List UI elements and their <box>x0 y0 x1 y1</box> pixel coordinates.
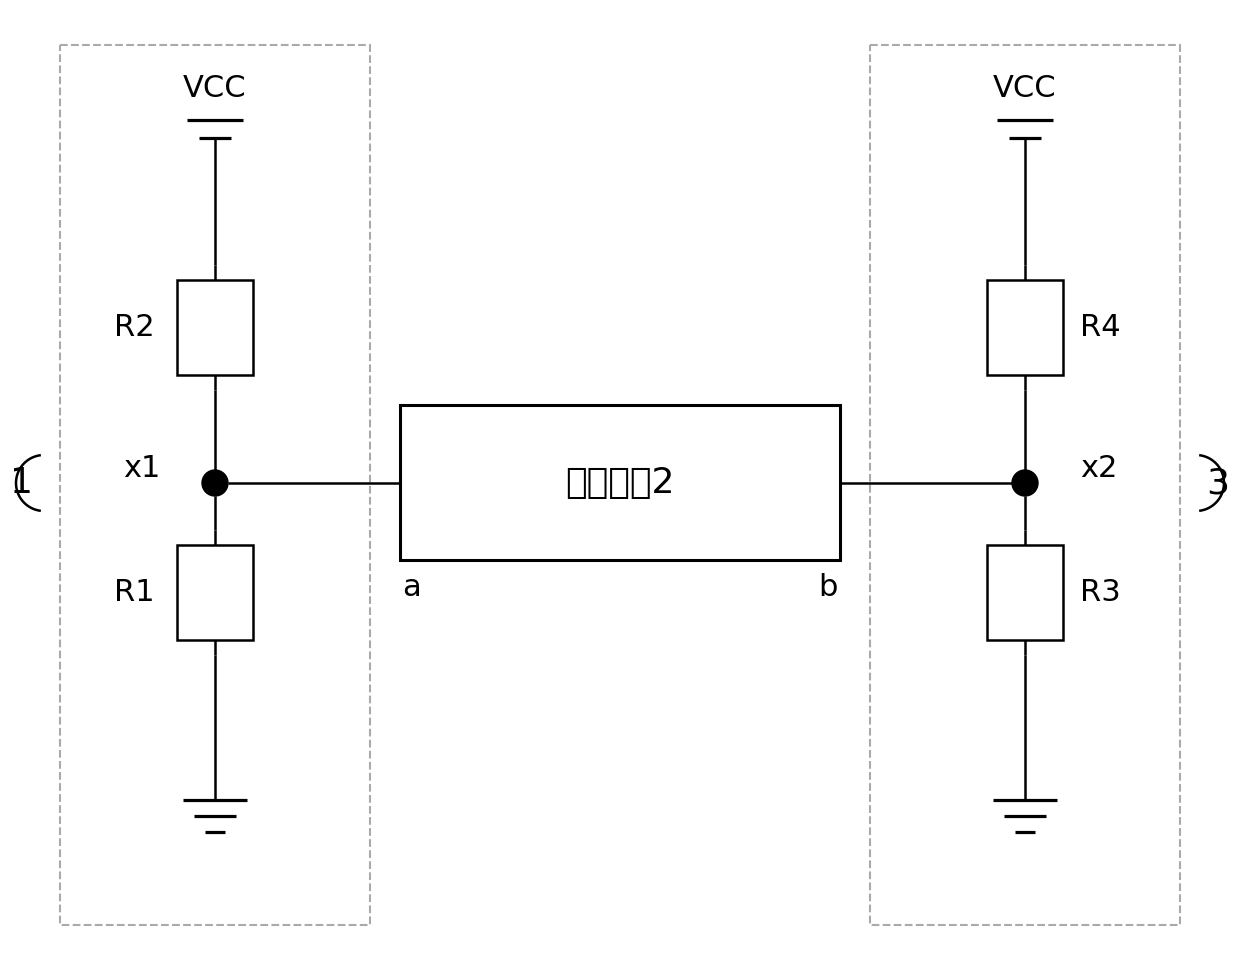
Text: 控制模块2: 控制模块2 <box>565 465 675 499</box>
Text: a: a <box>403 574 422 603</box>
Bar <box>870 45 1180 925</box>
Text: R4: R4 <box>1080 313 1121 342</box>
Text: VCC: VCC <box>184 74 247 103</box>
Text: R3: R3 <box>1080 578 1121 607</box>
Bar <box>987 280 1063 375</box>
Bar <box>987 545 1063 640</box>
Text: VCC: VCC <box>993 74 1056 103</box>
Text: 1: 1 <box>10 466 33 500</box>
Text: 3: 3 <box>1207 466 1230 500</box>
Text: b: b <box>818 574 838 603</box>
Bar <box>177 545 253 640</box>
Circle shape <box>1012 470 1038 496</box>
Text: R2: R2 <box>114 313 155 342</box>
Bar <box>60 45 370 925</box>
Bar <box>401 405 839 560</box>
Bar <box>177 280 253 375</box>
Text: x1: x1 <box>123 453 160 483</box>
Text: x2: x2 <box>1080 453 1117 483</box>
Circle shape <box>202 470 228 496</box>
Text: R1: R1 <box>114 578 155 607</box>
